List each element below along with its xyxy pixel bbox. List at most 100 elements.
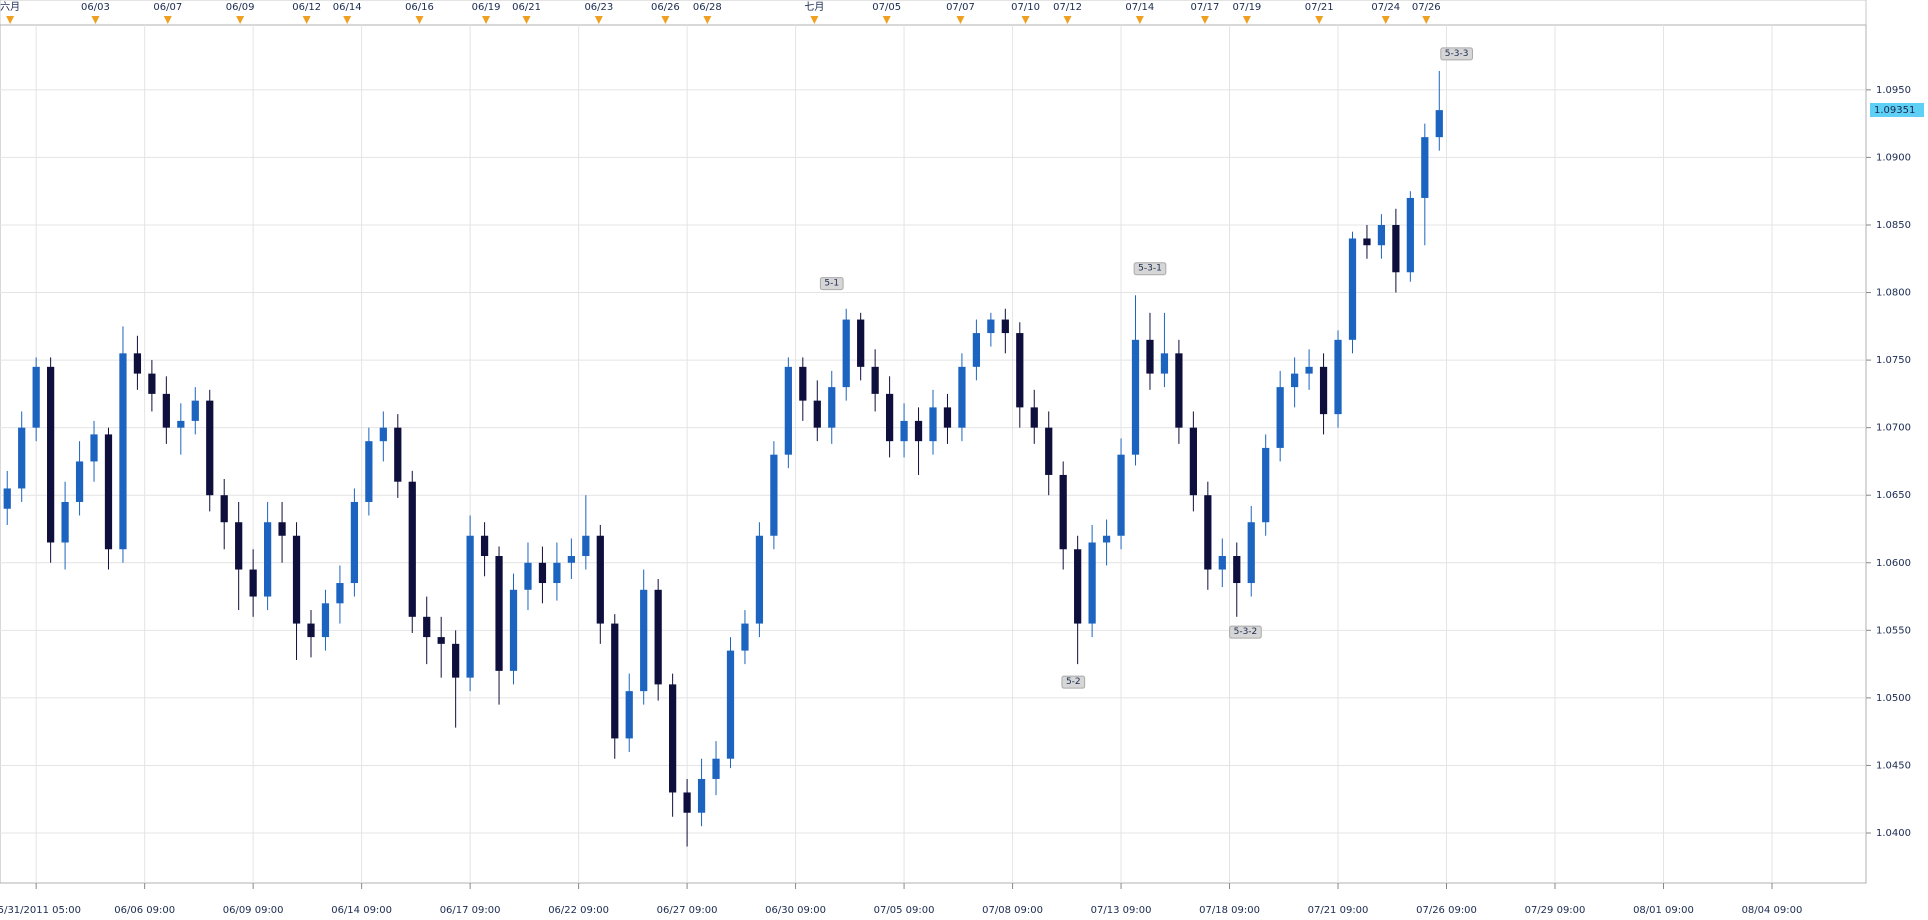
candle-body xyxy=(596,535,604,624)
y-tick-label: 1.0750 xyxy=(1876,355,1911,366)
candle-body xyxy=(350,501,359,584)
date-marker xyxy=(1315,16,1324,24)
candle-body xyxy=(1088,542,1096,624)
plot-frame xyxy=(0,24,1867,884)
candle-body xyxy=(90,434,98,462)
annotation: 5-3-2 xyxy=(1229,625,1262,639)
y-tick-label: 1.0500 xyxy=(1876,693,1911,704)
candle-body xyxy=(495,556,503,671)
top-date-label: 06/23 xyxy=(584,2,613,13)
top-date-label: 07/10 xyxy=(1011,2,1040,13)
annotation-label: 5-3-2 xyxy=(1234,627,1258,637)
x-tick-label: 06/14 09:00 xyxy=(331,905,392,916)
candle-body xyxy=(524,562,532,590)
date-marker xyxy=(236,16,245,24)
candle-body xyxy=(32,366,40,428)
candle-body xyxy=(640,589,648,692)
candle-body xyxy=(365,441,373,502)
x-tick-label: 07/05 09:00 xyxy=(874,905,935,916)
x-tick-label: 07/08 09:00 xyxy=(982,905,1043,916)
top-date-label: 06/14 xyxy=(333,2,362,13)
candle-body xyxy=(235,522,243,570)
candle-body xyxy=(18,427,26,489)
date-marker xyxy=(1063,16,1072,24)
y-tick-label: 1.0400 xyxy=(1876,828,1911,839)
top-date-label: 07/24 xyxy=(1371,2,1400,13)
candle-body xyxy=(553,562,561,584)
candle-body xyxy=(452,643,460,678)
y-tick-label: 1.0800 xyxy=(1876,288,1911,299)
top-date-label: 六月 xyxy=(0,1,20,13)
top-axis-band xyxy=(0,0,1867,26)
y-tick-label: 1.0450 xyxy=(1876,760,1911,771)
candle-body xyxy=(914,420,923,442)
y-tick-label: 1.0950 xyxy=(1876,85,1911,96)
candle-body xyxy=(1001,319,1009,334)
x-tick-label: 07/21 09:00 xyxy=(1308,905,1369,916)
date-marker xyxy=(810,16,819,24)
candle-body xyxy=(582,535,590,557)
candle-body xyxy=(249,569,257,597)
x-tick-label: 06/09 09:00 xyxy=(223,905,284,916)
y-tick-label: 1.0600 xyxy=(1876,558,1911,569)
candle-body xyxy=(292,535,301,624)
annotation-label: 5-3-3 xyxy=(1445,49,1469,59)
candle-body xyxy=(726,650,735,759)
candle-body xyxy=(1117,454,1125,536)
candle-body xyxy=(119,353,127,550)
candle-body xyxy=(1348,238,1357,340)
annotation-box xyxy=(819,277,844,291)
candle-body xyxy=(1030,407,1038,428)
date-marker xyxy=(1021,16,1030,24)
last-price-label: 1.09351 xyxy=(1874,105,1915,116)
candle-body xyxy=(480,535,489,557)
candle-body xyxy=(784,366,792,455)
date-marker xyxy=(415,16,424,24)
annotation-label: 5-2 xyxy=(1066,677,1081,687)
date-marker xyxy=(1381,16,1390,24)
candle-body xyxy=(509,589,518,671)
candle-body xyxy=(1016,333,1024,408)
date-marker xyxy=(956,16,965,24)
date-marker xyxy=(661,16,670,24)
annotation: 5-3-1 xyxy=(1133,262,1167,276)
candle-body xyxy=(1204,495,1212,570)
candle-body xyxy=(1045,427,1053,475)
candle-body xyxy=(1305,366,1313,374)
candle-body xyxy=(321,603,330,638)
candle-body xyxy=(1146,339,1154,374)
x-tick-label: 08/04 09:00 xyxy=(1742,905,1803,916)
x-tick-label: 06/22 09:00 xyxy=(548,905,609,916)
annotation-box xyxy=(1440,47,1473,61)
candle-body xyxy=(1334,339,1342,415)
annotation: 5-3-3 xyxy=(1440,47,1473,61)
top-date-label: 06/19 xyxy=(472,2,501,13)
date-marker xyxy=(343,16,352,24)
x-tick-label: 06/27 09:00 xyxy=(657,905,718,916)
annotation-box xyxy=(1133,262,1167,276)
candle-body xyxy=(538,562,547,584)
candle-body xyxy=(47,366,55,543)
x-tick-label: 07/26 09:00 xyxy=(1416,905,1477,916)
candle-body xyxy=(1319,366,1328,415)
candle-body xyxy=(625,691,633,739)
top-date-label: 07/17 xyxy=(1191,2,1220,13)
candle-body xyxy=(972,333,981,367)
candle-body xyxy=(943,407,952,428)
date-marker xyxy=(522,16,531,24)
candle-body xyxy=(1233,556,1241,584)
top-date-label: 07/14 xyxy=(1125,2,1154,13)
candle-body xyxy=(885,393,894,442)
candle-body xyxy=(278,522,286,536)
candle-body xyxy=(1421,137,1429,198)
candle-body xyxy=(741,623,749,651)
candle-body xyxy=(813,400,821,428)
candle-body xyxy=(611,623,619,739)
top-date-label: 07/07 xyxy=(946,2,975,13)
candle-body xyxy=(654,589,662,685)
y-tick-label: 1.0650 xyxy=(1876,490,1911,501)
candle-body xyxy=(1059,474,1067,550)
